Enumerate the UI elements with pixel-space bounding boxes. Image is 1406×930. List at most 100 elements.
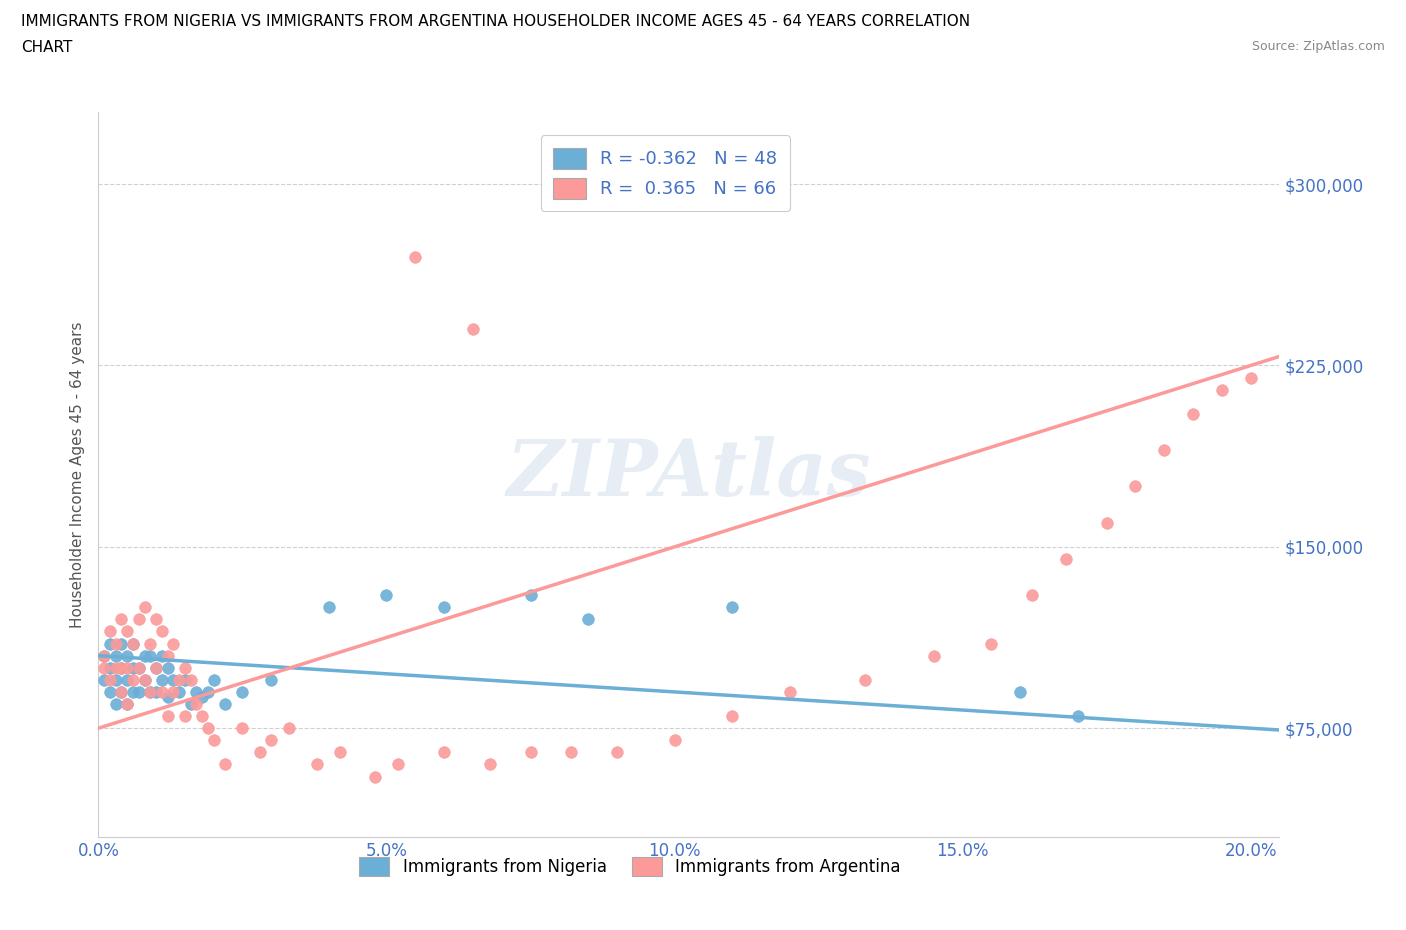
- Point: [214, 757, 236, 772]
- Point: [1067, 709, 1090, 724]
- Point: [145, 612, 167, 627]
- Point: [318, 600, 340, 615]
- Point: [1153, 443, 1175, 458]
- Text: CHART: CHART: [21, 40, 73, 55]
- Point: [721, 600, 744, 615]
- Point: [98, 684, 121, 699]
- Point: [150, 624, 173, 639]
- Point: [128, 660, 150, 675]
- Point: [197, 684, 219, 699]
- Point: [110, 684, 132, 699]
- Point: [139, 636, 162, 651]
- Point: [519, 745, 541, 760]
- Point: [110, 684, 132, 699]
- Point: [560, 745, 582, 760]
- Point: [93, 648, 115, 663]
- Point: [115, 648, 138, 663]
- Text: ZIPAtlas: ZIPAtlas: [506, 436, 872, 512]
- Point: [180, 672, 202, 687]
- Point: [186, 684, 208, 699]
- Point: [110, 612, 132, 627]
- Point: [93, 672, 115, 687]
- Text: IMMIGRANTS FROM NIGERIA VS IMMIGRANTS FROM ARGENTINA HOUSEHOLDER INCOME AGES 45 : IMMIGRANTS FROM NIGERIA VS IMMIGRANTS FR…: [21, 14, 970, 29]
- Point: [156, 689, 179, 704]
- Point: [231, 684, 253, 699]
- Point: [779, 684, 801, 699]
- Y-axis label: Householder Income Ages 45 - 64 years: Householder Income Ages 45 - 64 years: [69, 321, 84, 628]
- Point: [93, 660, 115, 675]
- Point: [1054, 551, 1077, 566]
- Point: [576, 612, 599, 627]
- Point: [134, 600, 156, 615]
- Point: [115, 624, 138, 639]
- Point: [191, 709, 214, 724]
- Point: [115, 697, 138, 711]
- Point: [156, 648, 179, 663]
- Point: [145, 660, 167, 675]
- Point: [853, 672, 876, 687]
- Point: [197, 721, 219, 736]
- Point: [922, 648, 945, 663]
- Point: [173, 672, 195, 687]
- Point: [307, 757, 329, 772]
- Point: [249, 745, 271, 760]
- Point: [139, 684, 162, 699]
- Point: [162, 684, 184, 699]
- Point: [93, 648, 115, 663]
- Point: [461, 322, 484, 337]
- Point: [110, 636, 132, 651]
- Point: [167, 684, 190, 699]
- Point: [115, 672, 138, 687]
- Point: [122, 672, 145, 687]
- Point: [104, 636, 127, 651]
- Point: [122, 636, 145, 651]
- Point: [519, 588, 541, 603]
- Point: [277, 721, 299, 736]
- Point: [128, 612, 150, 627]
- Point: [186, 697, 208, 711]
- Point: [104, 697, 127, 711]
- Point: [433, 600, 456, 615]
- Point: [128, 660, 150, 675]
- Point: [214, 697, 236, 711]
- Point: [1095, 515, 1118, 530]
- Point: [139, 684, 162, 699]
- Point: [375, 588, 398, 603]
- Point: [162, 636, 184, 651]
- Point: [104, 672, 127, 687]
- Point: [156, 660, 179, 675]
- Point: [150, 648, 173, 663]
- Point: [134, 672, 156, 687]
- Point: [202, 733, 225, 748]
- Point: [364, 769, 387, 784]
- Point: [104, 648, 127, 663]
- Point: [1182, 406, 1205, 421]
- Point: [98, 660, 121, 675]
- Point: [115, 697, 138, 711]
- Point: [98, 672, 121, 687]
- Point: [139, 648, 162, 663]
- Point: [104, 660, 127, 675]
- Point: [404, 249, 426, 264]
- Point: [202, 672, 225, 687]
- Point: [387, 757, 409, 772]
- Point: [122, 636, 145, 651]
- Point: [180, 697, 202, 711]
- Point: [606, 745, 628, 760]
- Point: [128, 684, 150, 699]
- Point: [721, 709, 744, 724]
- Point: [173, 660, 195, 675]
- Point: [122, 684, 145, 699]
- Point: [260, 733, 283, 748]
- Point: [1211, 382, 1233, 397]
- Point: [479, 757, 502, 772]
- Point: [98, 636, 121, 651]
- Point: [231, 721, 253, 736]
- Point: [156, 709, 179, 724]
- Point: [115, 660, 138, 675]
- Point: [173, 709, 195, 724]
- Point: [122, 660, 145, 675]
- Point: [150, 672, 173, 687]
- Point: [1010, 684, 1032, 699]
- Point: [110, 660, 132, 675]
